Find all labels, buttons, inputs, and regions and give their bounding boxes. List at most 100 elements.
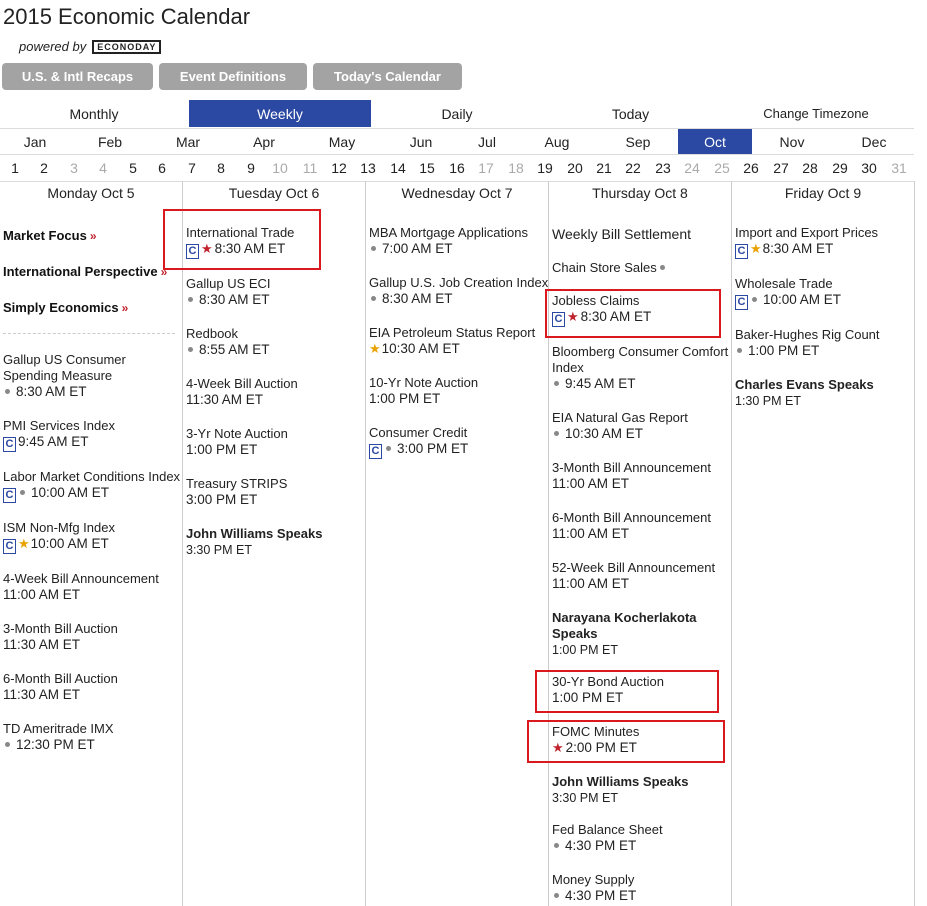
event-name[interactable]: Gallup US Consumer Spending Measure <box>3 352 126 383</box>
day-number-16[interactable]: 16 <box>449 160 465 176</box>
event-name[interactable]: EIA Petroleum Status Report <box>369 325 536 340</box>
day-number-4[interactable]: 4 <box>99 160 107 176</box>
event-name[interactable]: Weekly Bill Settlement <box>552 226 692 242</box>
tab-monthly[interactable]: Monthly <box>69 105 119 122</box>
event-name[interactable]: 4-Week Bill Announcement <box>3 571 159 586</box>
todays-calendar-button[interactable]: Today's Calendar <box>313 63 462 90</box>
event-name[interactable]: Treasury STRIPS <box>186 476 288 491</box>
event-name[interactable]: John Williams Speaks <box>552 774 689 789</box>
consensus-icon[interactable]: C <box>735 295 748 310</box>
consensus-icon[interactable]: C <box>735 244 748 259</box>
event-name[interactable]: 6-Month Bill Auction <box>3 671 118 686</box>
day-number-29[interactable]: 29 <box>832 160 848 176</box>
day-number-11[interactable]: 11 <box>302 160 318 176</box>
consensus-icon[interactable]: C <box>3 488 16 503</box>
event-name[interactable]: PMI Services Index <box>3 418 115 433</box>
month-mar[interactable]: Mar <box>175 133 201 150</box>
event-name[interactable]: Gallup U.S. Job Creation Index <box>369 275 549 290</box>
month-sep[interactable]: Sep <box>625 133 651 150</box>
month-nov[interactable]: Nov <box>779 133 805 150</box>
international-perspective-link[interactable]: International Perspective» <box>3 264 168 279</box>
day-number-15[interactable]: 15 <box>419 160 435 176</box>
event-name[interactable]: Labor Market Conditions Index <box>3 469 181 484</box>
event-name[interactable]: Consumer Credit <box>369 425 468 440</box>
month-may[interactable]: May <box>328 133 356 150</box>
month-apr[interactable]: Apr <box>253 133 275 150</box>
change-timezone-link[interactable]: Change Timezone <box>763 106 869 121</box>
event-name[interactable]: Import and Export Prices <box>735 225 879 240</box>
day-number-10[interactable]: 10 <box>272 160 288 176</box>
day-number-5[interactable]: 5 <box>129 160 137 176</box>
month-jun[interactable]: Jun <box>409 133 433 150</box>
day-number-2[interactable]: 2 <box>40 160 48 176</box>
consensus-icon[interactable]: C <box>369 444 382 459</box>
event-name[interactable]: Charles Evans Speaks <box>735 377 874 392</box>
event-name[interactable]: Jobless Claims <box>552 293 640 308</box>
event-name[interactable]: Money Supply <box>552 872 635 887</box>
event-name[interactable]: Fed Balance Sheet <box>552 822 663 837</box>
event-name[interactable]: 3-Yr Note Auction <box>186 426 288 441</box>
econoday-logo[interactable]: ECONODAY <box>92 40 162 54</box>
event-name[interactable]: John Williams Speaks <box>186 526 323 541</box>
day-number-20[interactable]: 20 <box>567 160 583 176</box>
event-definitions-button[interactable]: Event Definitions <box>159 63 307 90</box>
event-name[interactable]: 6-Month Bill Announcement <box>552 510 711 525</box>
day-number-23[interactable]: 23 <box>655 160 671 176</box>
day-number-31[interactable]: 31 <box>891 160 907 176</box>
day-number-26[interactable]: 26 <box>743 160 759 176</box>
day-number-28[interactable]: 28 <box>802 160 818 176</box>
event-name[interactable]: 52-Week Bill Announcement <box>552 560 716 575</box>
market-focus-link[interactable]: Market Focus» <box>3 228 97 243</box>
consensus-icon[interactable]: C <box>3 539 16 554</box>
month-jul[interactable]: Jul <box>478 133 496 150</box>
event-name[interactable]: Redbook <box>186 326 239 341</box>
month-dec[interactable]: Dec <box>861 133 887 150</box>
day-number-18[interactable]: 18 <box>508 160 524 176</box>
event-name[interactable]: 4-Week Bill Auction <box>186 376 298 391</box>
day-number-21[interactable]: 21 <box>596 160 612 176</box>
event-name[interactable]: MBA Mortgage Applications <box>369 225 528 240</box>
recaps-button[interactable]: U.S. & Intl Recaps <box>2 63 153 90</box>
consensus-icon[interactable]: C <box>552 312 565 327</box>
event-name[interactable]: EIA Natural Gas Report <box>552 410 688 425</box>
month-jan[interactable]: Jan <box>23 133 47 150</box>
day-number-6[interactable]: 6 <box>158 160 166 176</box>
day-number-25[interactable]: 25 <box>714 160 730 176</box>
day-number-12[interactable]: 12 <box>331 160 347 176</box>
day-number-13[interactable]: 13 <box>360 160 376 176</box>
day-number-22[interactable]: 22 <box>625 160 641 176</box>
tab-weekly[interactable]: Weekly <box>189 100 371 127</box>
event-name[interactable]: Gallup US ECI <box>186 276 271 291</box>
month-oct[interactable]: Oct <box>678 129 752 154</box>
day-number-7[interactable]: 7 <box>188 160 196 176</box>
consensus-icon[interactable]: C <box>3 437 16 452</box>
month-aug[interactable]: Aug <box>544 133 570 150</box>
day-number-9[interactable]: 9 <box>247 160 255 176</box>
consensus-icon[interactable]: C <box>186 244 199 259</box>
event-name[interactable]: Chain Store Sales <box>552 260 657 275</box>
month-feb[interactable]: Feb <box>97 133 123 150</box>
event-name[interactable]: Narayana Kocherlakota Speaks <box>552 610 697 641</box>
event-name[interactable]: FOMC Minutes <box>552 724 640 739</box>
event-name[interactable]: Bloomberg Consumer Comfort Index <box>552 344 729 375</box>
event-name[interactable]: 3-Month Bill Auction <box>3 621 118 636</box>
day-number-14[interactable]: 14 <box>390 160 406 176</box>
event-name[interactable]: 30-Yr Bond Auction <box>552 674 665 689</box>
simply-economics-link[interactable]: Simply Economics» <box>3 300 129 315</box>
event-name[interactable]: Baker-Hughes Rig Count <box>735 327 880 342</box>
day-number-17[interactable]: 17 <box>478 160 494 176</box>
day-number-3[interactable]: 3 <box>70 160 78 176</box>
event-name[interactable]: International Trade <box>186 225 295 240</box>
event-name[interactable]: 10-Yr Note Auction <box>369 375 479 390</box>
event-name[interactable]: Wholesale Trade <box>735 276 833 291</box>
event-name[interactable]: ISM Non-Mfg Index <box>3 520 115 535</box>
tab-daily[interactable]: Daily <box>441 105 473 122</box>
day-number-19[interactable]: 19 <box>537 160 553 176</box>
event-name[interactable]: TD Ameritrade IMX <box>3 721 114 736</box>
day-number-27[interactable]: 27 <box>773 160 789 176</box>
day-number-8[interactable]: 8 <box>217 160 225 176</box>
day-number-30[interactable]: 30 <box>861 160 877 176</box>
day-number-1[interactable]: 1 <box>11 160 19 176</box>
day-number-24[interactable]: 24 <box>684 160 700 176</box>
tab-today[interactable]: Today <box>611 105 650 122</box>
